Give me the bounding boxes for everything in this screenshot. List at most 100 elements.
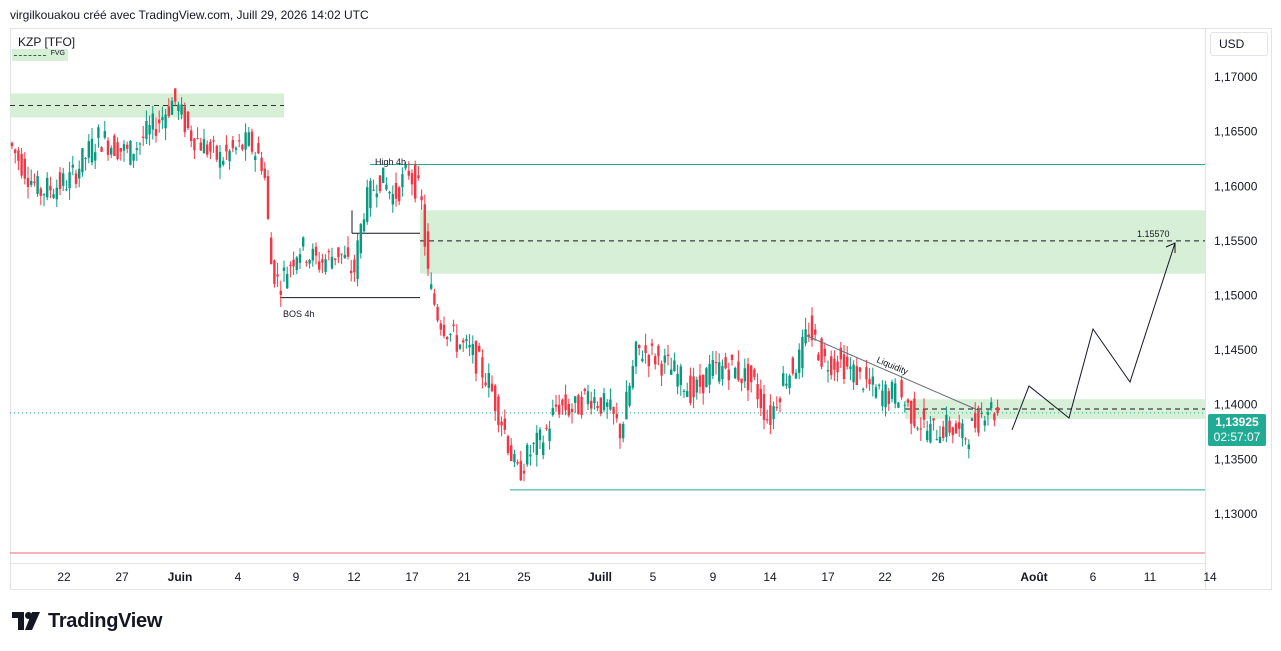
x-tick-label: 17 bbox=[405, 570, 419, 584]
candle-body bbox=[948, 420, 951, 433]
candle-body bbox=[90, 138, 94, 163]
candle-body bbox=[990, 402, 993, 409]
author-line: virgilkouakou créé avec TradingView.com,… bbox=[10, 8, 369, 22]
tradingview-brand[interactable]: TradingView bbox=[12, 609, 162, 633]
candle-body bbox=[737, 361, 740, 381]
candle-body bbox=[551, 408, 554, 416]
candle-body bbox=[142, 136, 145, 138]
candle-body bbox=[414, 164, 417, 199]
currency-selector[interactable]: USD bbox=[1210, 32, 1268, 56]
candle-body bbox=[263, 168, 266, 178]
candle-body bbox=[375, 193, 378, 198]
candle-body bbox=[724, 357, 727, 369]
candle-body bbox=[759, 388, 762, 409]
candle-body bbox=[951, 427, 954, 436]
candle-body bbox=[20, 153, 23, 176]
candle-body bbox=[238, 140, 241, 142]
candle-body bbox=[17, 150, 20, 161]
candle-body bbox=[570, 408, 574, 413]
candle-body bbox=[554, 404, 558, 407]
current-price: 1,13925 bbox=[1215, 415, 1259, 429]
candle-body bbox=[577, 395, 580, 415]
candle-body bbox=[68, 172, 71, 189]
candle-body bbox=[631, 366, 634, 388]
candle-body bbox=[426, 231, 430, 269]
candle-body bbox=[46, 177, 49, 198]
candle-body bbox=[254, 156, 257, 161]
candle-body bbox=[798, 349, 801, 373]
candle-body bbox=[481, 357, 484, 378]
candle-body bbox=[266, 176, 270, 219]
candle-body bbox=[929, 423, 932, 443]
y-tick-label: 1,16500 bbox=[1214, 125, 1258, 139]
candle-body bbox=[718, 362, 721, 382]
x-tick-label: 21 bbox=[457, 570, 471, 584]
x-tick-label: 6 bbox=[1090, 570, 1097, 584]
candle-body bbox=[222, 160, 225, 165]
candle-body bbox=[180, 104, 183, 115]
brand-name: TradingView bbox=[48, 609, 163, 632]
candle-body bbox=[542, 442, 545, 456]
candle-body bbox=[126, 144, 129, 149]
candle-body bbox=[814, 329, 817, 335]
candle-body bbox=[183, 106, 186, 133]
candle-body bbox=[878, 384, 881, 386]
candle-body bbox=[311, 248, 314, 261]
tradingview-logo-icon bbox=[12, 612, 42, 630]
candle-body bbox=[199, 142, 202, 151]
x-tick-label: 14 bbox=[763, 570, 777, 584]
high-4h-label: High 4h bbox=[375, 157, 406, 167]
candle-body bbox=[369, 181, 372, 209]
candle-body bbox=[100, 147, 103, 152]
candle-body bbox=[490, 383, 494, 392]
x-tick-label: 22 bbox=[57, 570, 71, 584]
candle-body bbox=[417, 175, 420, 179]
candle-body bbox=[330, 256, 334, 269]
candle-body bbox=[657, 345, 660, 357]
candle-body bbox=[922, 409, 926, 420]
candle-body bbox=[356, 240, 359, 280]
key-levels bbox=[10, 163, 1205, 554]
x-tick-label: 5 bbox=[650, 570, 657, 584]
candle-body bbox=[890, 381, 894, 399]
fvg-legend[interactable]: FVG bbox=[12, 49, 68, 61]
candle-body bbox=[446, 337, 449, 340]
y-tick-label: 1,15000 bbox=[1214, 289, 1258, 303]
fvg-zone-mid bbox=[420, 210, 1205, 274]
candle-body bbox=[862, 388, 865, 390]
x-tick-label: Juill bbox=[588, 570, 612, 584]
price-axis-divider bbox=[1205, 28, 1206, 590]
candle-body bbox=[385, 184, 388, 190]
candle-body bbox=[87, 141, 90, 158]
candle-body bbox=[730, 354, 734, 361]
candle-body bbox=[974, 413, 977, 428]
candle-body bbox=[228, 150, 231, 162]
candle-body bbox=[513, 453, 516, 463]
candle-body bbox=[823, 348, 826, 357]
candle-body bbox=[913, 398, 916, 427]
symbol-label[interactable]: KZP [TFO] bbox=[18, 35, 76, 49]
candlesticks bbox=[10, 88, 999, 482]
liquidity-label: Liquidity bbox=[875, 355, 910, 377]
candle-body bbox=[346, 247, 350, 257]
candle-body bbox=[634, 341, 638, 367]
candle-body bbox=[660, 363, 663, 376]
candle-body bbox=[746, 363, 750, 391]
candle-body bbox=[71, 164, 74, 168]
candle-body bbox=[455, 335, 458, 352]
candle-body bbox=[401, 174, 404, 188]
candle-body bbox=[705, 368, 708, 388]
candle-body bbox=[910, 401, 913, 424]
candle-body bbox=[282, 267, 286, 271]
candle-body bbox=[535, 432, 538, 455]
candle-body bbox=[247, 132, 250, 146]
projection-arrowhead bbox=[1165, 242, 1176, 253]
candle-body bbox=[602, 393, 606, 411]
candle-body bbox=[654, 356, 657, 365]
drawings bbox=[804, 242, 1176, 431]
candle-body bbox=[545, 427, 548, 429]
candle-body bbox=[404, 164, 407, 169]
candle-body bbox=[302, 237, 305, 247]
candle-body bbox=[314, 246, 318, 256]
